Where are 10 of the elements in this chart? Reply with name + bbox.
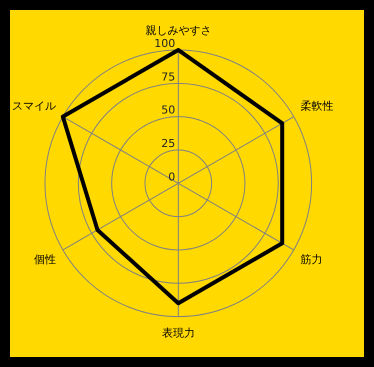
spoke-label: 個性 <box>34 252 56 266</box>
y-tick-label: 25 <box>161 136 176 150</box>
spoke-label: 表現力 <box>162 326 195 340</box>
y-tick-label: 50 <box>161 104 176 117</box>
y-tick-label: 75 <box>161 70 176 84</box>
spoke-label: 親しみやすさ <box>145 24 212 37</box>
spoke-label: 柔軟性 <box>300 100 334 113</box>
spoke-label: スマイル <box>12 100 56 113</box>
y-tick-label: 100 <box>154 37 176 50</box>
spoke-label: 筋力 <box>300 252 323 266</box>
